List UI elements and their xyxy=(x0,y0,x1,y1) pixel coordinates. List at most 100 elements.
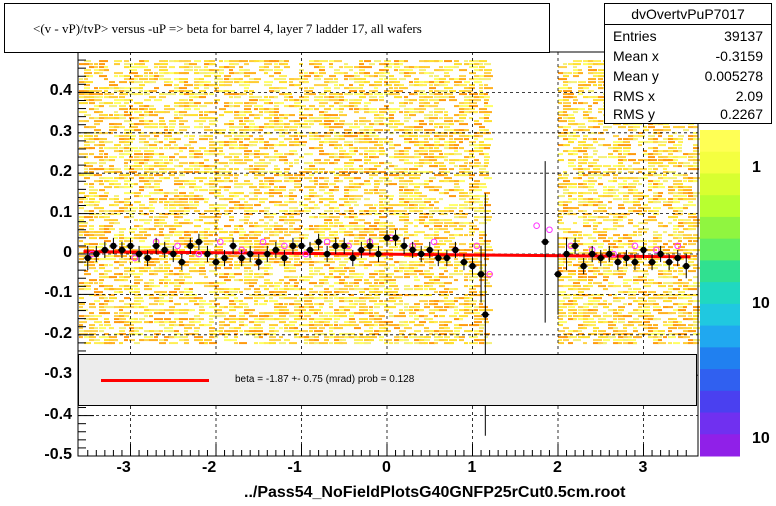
heat-cell xyxy=(274,285,280,288)
heat-cell xyxy=(174,201,182,204)
heat-cell xyxy=(89,141,95,144)
heat-cell xyxy=(434,333,438,336)
heat-cell xyxy=(249,168,257,171)
heat-cell xyxy=(264,186,271,189)
heat-cell xyxy=(144,180,153,183)
heat-cell xyxy=(194,198,203,201)
heat-cell xyxy=(563,180,570,183)
heat-cell xyxy=(384,321,393,324)
heat-cell xyxy=(279,249,287,252)
heat-cell xyxy=(389,228,395,231)
heat-cell xyxy=(419,99,428,102)
heat-cell xyxy=(414,246,420,249)
heat-cell xyxy=(274,102,280,105)
heat-cell xyxy=(479,174,484,177)
heat-cell xyxy=(404,171,408,174)
heat-cell xyxy=(573,168,580,171)
heat-cell xyxy=(169,66,175,69)
heat-cell xyxy=(239,306,243,309)
heat-cell xyxy=(414,249,420,252)
heat-cell xyxy=(314,138,321,141)
heat-cell xyxy=(399,186,408,189)
heat-cell xyxy=(369,156,376,159)
heat-cell xyxy=(638,183,642,186)
heat-cell xyxy=(164,207,168,210)
heat-cell xyxy=(618,165,625,168)
heat-cell xyxy=(299,336,308,339)
heat-cell xyxy=(374,93,383,96)
heat-cell xyxy=(379,240,386,243)
heat-cell xyxy=(264,60,273,63)
heat-cell xyxy=(384,108,391,111)
heat-cell xyxy=(229,309,236,312)
heat-cell xyxy=(419,108,426,111)
heat-cell xyxy=(404,309,411,312)
heat-cell xyxy=(319,195,323,198)
heat-cell xyxy=(184,288,192,291)
heat-cell xyxy=(414,66,423,69)
heat-cell xyxy=(184,327,192,330)
heat-cell xyxy=(79,93,85,96)
heat-cell xyxy=(389,165,395,168)
heat-cell xyxy=(159,171,167,174)
heat-cell xyxy=(379,141,383,144)
heat-cell xyxy=(179,291,184,294)
heat-cell xyxy=(324,237,330,240)
heat-cell xyxy=(254,165,260,168)
heat-cell xyxy=(114,222,120,225)
heat-cell xyxy=(359,81,366,84)
heat-cell xyxy=(99,111,103,114)
heat-cell xyxy=(254,60,261,63)
heat-cell xyxy=(239,234,244,237)
heat-cell xyxy=(459,213,464,216)
heat-cell xyxy=(349,177,358,180)
heat-cell xyxy=(304,258,312,261)
heat-cell xyxy=(259,174,265,177)
heat-cell xyxy=(479,60,487,63)
heat-cell xyxy=(194,69,198,72)
heat-cell xyxy=(434,126,438,129)
heat-cell xyxy=(129,147,138,150)
heat-cell xyxy=(164,147,168,150)
heat-cell xyxy=(294,132,303,135)
heat-cell xyxy=(279,120,283,123)
heat-cell xyxy=(169,225,174,228)
heat-cell xyxy=(174,303,181,306)
heat-cell xyxy=(259,249,267,252)
heat-cell xyxy=(384,204,389,207)
heat-cell xyxy=(119,234,124,237)
heat-cell xyxy=(469,96,475,99)
heat-cell xyxy=(429,60,438,63)
heat-cell xyxy=(399,177,404,180)
heat-cell xyxy=(563,102,571,105)
heat-cell xyxy=(444,270,448,273)
heat-cell xyxy=(309,297,316,300)
heat-cell xyxy=(434,69,440,72)
heat-cell xyxy=(329,330,333,333)
heat-cell xyxy=(169,192,178,195)
heat-cell xyxy=(149,174,153,177)
heat-cell xyxy=(648,162,657,165)
heat-cell xyxy=(324,288,329,291)
heat-cell xyxy=(319,75,323,78)
heat-cell xyxy=(94,138,103,141)
heat-cell xyxy=(189,321,195,324)
heat-cell xyxy=(89,90,98,93)
heat-cell xyxy=(149,111,153,114)
heat-cell xyxy=(404,234,409,237)
heat-cell xyxy=(339,231,346,234)
heat-cell xyxy=(279,123,286,126)
heat-cell xyxy=(314,72,318,75)
heat-cell xyxy=(304,96,309,99)
heat-cell xyxy=(673,165,678,168)
heat-cell xyxy=(79,231,88,234)
heat-cell xyxy=(309,339,314,342)
heat-cell xyxy=(109,165,114,168)
heat-cell xyxy=(334,168,343,171)
heat-cell xyxy=(219,174,224,177)
heat-cell xyxy=(474,228,479,231)
heat-cell xyxy=(79,324,83,327)
heat-cell xyxy=(449,138,453,141)
heat-cell xyxy=(479,96,486,99)
heat-cell xyxy=(598,96,604,99)
